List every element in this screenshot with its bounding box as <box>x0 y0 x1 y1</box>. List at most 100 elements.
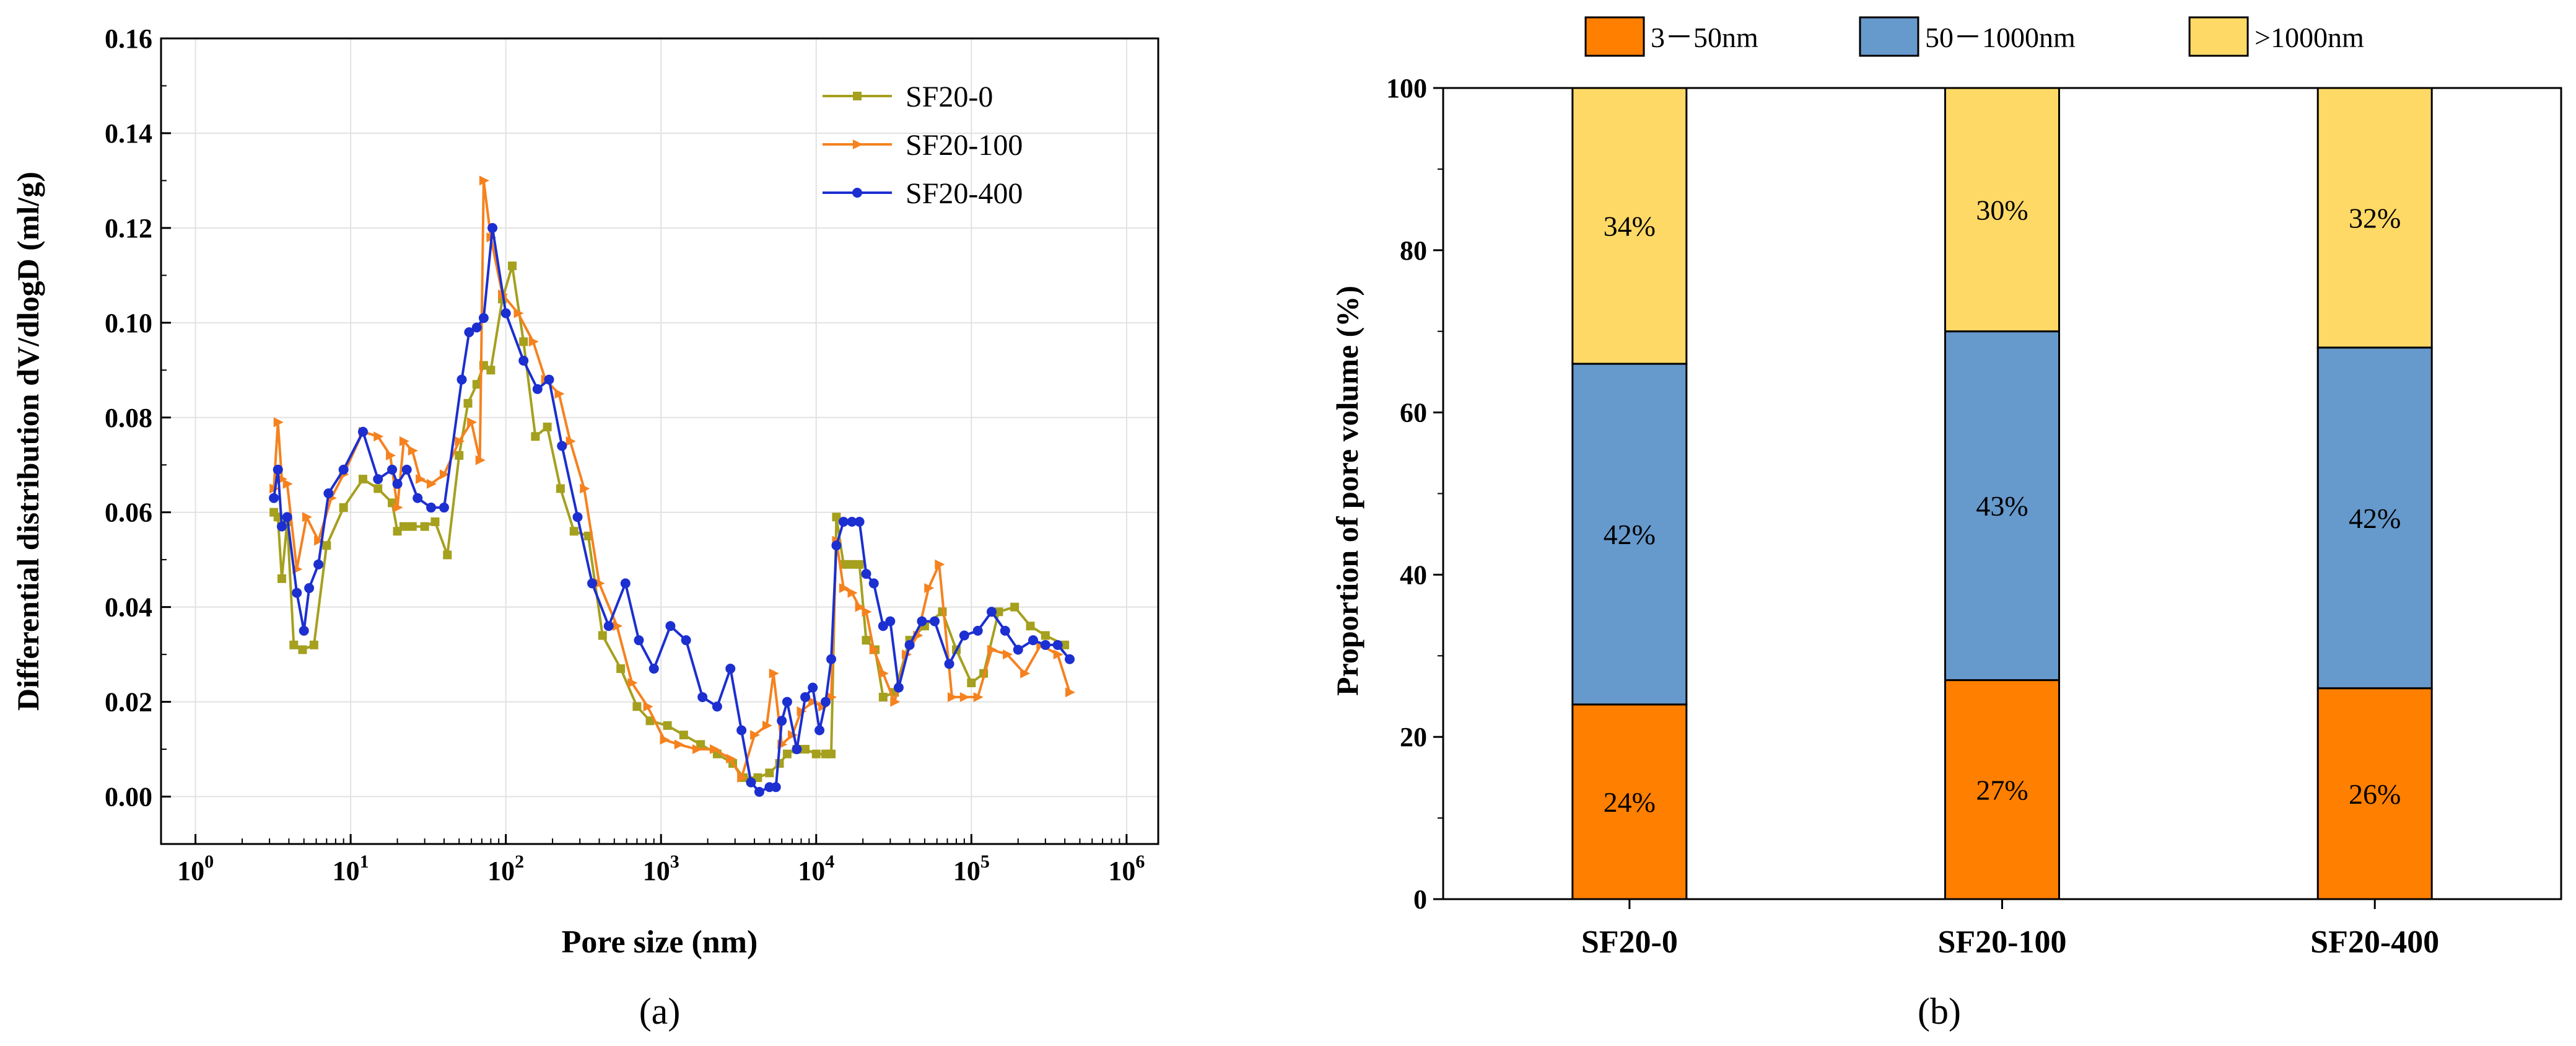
a-data-point-sf20-100 <box>373 431 384 442</box>
a-data-point-sf20-100 <box>627 678 638 688</box>
a-data-point-sf20-0 <box>289 640 299 649</box>
b-y-ticks: 0 20 40 60 80 100 <box>1386 73 1443 915</box>
panel-a-line-chart: 0.00 0.02 0.04 0.06 0.08 0.10 0.12 0.14 0.16 100… <box>11 24 1159 1032</box>
a-data-point-sf20-400 <box>665 621 676 631</box>
a-data-point-sf20-0 <box>531 432 540 441</box>
a-data-point-sf20-400 <box>986 607 997 617</box>
a-data-point-sf20-0 <box>832 512 841 522</box>
a-data-point-sf20-400 <box>392 478 403 489</box>
a-data-point-sf20-0 <box>855 560 864 569</box>
b-legend-swatch <box>1584 16 1645 57</box>
a-data-point-sf20-0 <box>543 423 552 432</box>
a-data-point-sf20-0 <box>455 450 464 460</box>
a-y-tick-label: 0.14 <box>105 118 152 149</box>
a-data-point-sf20-100 <box>890 697 901 707</box>
a-data-point-sf20-400 <box>854 517 865 527</box>
a-data-point-sf20-0 <box>967 679 976 687</box>
a-data-point-sf20-400 <box>413 493 423 503</box>
a-data-point-sf20-100 <box>475 455 486 465</box>
a-data-point-sf20-400 <box>777 716 787 726</box>
a-x-tick-label: 104 <box>798 851 834 886</box>
a-data-point-sf20-400 <box>681 635 691 646</box>
a-data-point-sf20-0 <box>878 692 888 701</box>
b-panel-label: (b) <box>1918 991 1961 1032</box>
a-data-point-sf20-100 <box>769 668 779 679</box>
a-data-point-sf20-400 <box>930 616 940 626</box>
a-y-tick-label: 0.00 <box>105 782 152 812</box>
b-bar-segment <box>2316 346 2433 690</box>
a-x-tick-label: 100 <box>177 851 214 886</box>
b-segment-label: 42% <box>2349 503 2401 534</box>
a-data-point-sf20-100 <box>692 744 702 755</box>
a-data-point-sf20-400 <box>838 517 849 527</box>
a-data-point-sf20-400 <box>313 559 324 569</box>
a-data-point-sf20-100 <box>565 436 576 446</box>
a-data-point-sf20-0 <box>443 550 452 560</box>
a-data-point-sf20-400 <box>464 327 474 338</box>
a-legend-marker-sf20-400 <box>852 188 862 198</box>
a-data-point-sf20-400 <box>648 664 659 674</box>
a-data-point-sf20-100 <box>439 469 450 480</box>
b-legend-swatch <box>2188 16 2249 57</box>
a-data-point-sf20-0 <box>408 522 417 531</box>
a-data-point-sf20-100 <box>987 644 997 655</box>
a-data-point-sf20-400 <box>304 583 315 594</box>
a-data-point-sf20-400 <box>401 464 412 475</box>
b-legend-label: 3－50nm <box>1651 22 1758 53</box>
b-bar-segment <box>1944 330 2060 682</box>
a-data-point-sf20-100 <box>750 730 761 741</box>
a-data-point-sf20-0 <box>298 645 307 654</box>
a-legend-label-sf20-400: SF20-400 <box>906 177 1023 210</box>
a-data-point-sf20-100 <box>948 692 958 702</box>
a-data-point-sf20-400 <box>572 512 583 522</box>
a-data-point-sf20-400 <box>357 426 368 437</box>
a-legend-marker-sf20-100 <box>853 139 863 149</box>
a-data-point-sf20-100 <box>467 417 478 428</box>
a-data-point-sf20-400 <box>269 493 279 503</box>
a-data-point-sf20-0 <box>753 773 762 782</box>
a-data-point-sf20-400 <box>808 682 818 693</box>
a-data-point-sf20-400 <box>634 635 644 646</box>
a-data-point-sf20-100 <box>427 478 437 489</box>
a-data-point-sf20-0 <box>569 527 579 536</box>
b-legend-label: 50－1000nm <box>1925 22 2076 53</box>
a-data-point-sf20-0 <box>645 716 655 726</box>
a-y-tick-label: 0.16 <box>105 24 152 54</box>
a-data-point-sf20-100 <box>878 668 889 679</box>
a-data-point-sf20-400 <box>868 578 879 589</box>
a-data-point-sf20-400 <box>439 503 449 513</box>
a-data-point-sf20-100 <box>674 739 684 750</box>
a-data-point-sf20-400 <box>771 782 781 793</box>
b-x-ticks: SF20-0 SF20-100 SF20-400 <box>1581 899 2439 960</box>
a-data-point-sf20-400 <box>1065 654 1075 664</box>
a-data-point-sf20-100 <box>643 701 653 712</box>
a-data-point-sf20-100 <box>513 308 524 319</box>
a-data-point-sf20-100 <box>416 474 426 485</box>
a-data-point-sf20-400 <box>557 441 567 451</box>
a-legend-label-sf20-100: SF20-100 <box>906 129 1023 162</box>
a-series-sf20-400 <box>269 222 1075 797</box>
a-data-point-sf20-400 <box>292 587 302 598</box>
a-data-point-sf20-100 <box>660 734 670 745</box>
b-bar-segment <box>2316 87 2433 349</box>
a-data-point-sf20-400 <box>532 384 543 394</box>
a-data-point-sf20-400 <box>878 621 888 631</box>
a-data-point-sf20-100 <box>1065 687 1076 698</box>
a-data-point-sf20-100 <box>855 602 865 612</box>
a-data-point-sf20-100 <box>595 578 605 589</box>
a-data-point-sf20-100 <box>935 559 945 569</box>
a-data-point-sf20-0 <box>399 522 408 531</box>
a-series-group <box>269 175 1076 797</box>
a-data-point-sf20-400 <box>754 786 764 797</box>
a-data-point-sf20-100 <box>386 450 396 460</box>
a-data-point-sf20-400 <box>885 616 896 626</box>
a-data-point-sf20-0 <box>1060 640 1070 649</box>
a-data-point-sf20-400 <box>282 512 292 522</box>
a-y-tick-label: 0.10 <box>105 308 152 338</box>
a-data-point-sf20-0 <box>1010 602 1019 612</box>
a-y-axis-label: Differential distribution dV/dlogD (ml/g… <box>11 172 45 711</box>
a-data-point-sf20-0 <box>862 636 871 645</box>
a-data-point-sf20-100 <box>818 701 829 712</box>
a-series-sf20-0 <box>269 262 1070 782</box>
a-data-point-sf20-100 <box>393 503 403 513</box>
